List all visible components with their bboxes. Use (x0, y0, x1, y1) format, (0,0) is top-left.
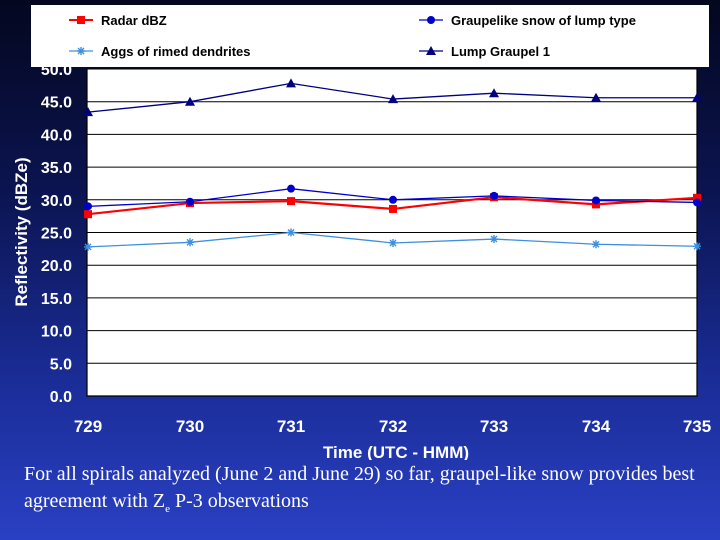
data-point (592, 196, 600, 205)
legend-items: Radar dBZ Graupelike snow of lump type Agg… (69, 13, 636, 59)
y-tick-labels: 0.0 5.0 10.0 15.0 20.0 25.0 30.0 35.0 40.0 45.0 50… (41, 62, 72, 406)
y-tick-label: 35.0 (41, 160, 72, 177)
y-tick-label: 25.0 (41, 226, 72, 243)
x-axis-label: Time (UTC - HMM) (323, 443, 469, 460)
x-tick-label: 735 (683, 417, 711, 436)
legend (31, 5, 709, 67)
data-point (389, 204, 397, 213)
y-tick-label: 50.0 (41, 62, 72, 79)
x-tick-label: 734 (582, 417, 611, 436)
data-point (186, 238, 194, 247)
data-point (83, 107, 93, 117)
data-point (185, 96, 195, 106)
data-point (84, 210, 92, 219)
data-point (287, 197, 295, 206)
x-tick-labels: 729 730 731 732 733 734 735 (74, 417, 711, 436)
x-tick-label: 730 (176, 417, 204, 436)
y-tick-label: 15.0 (41, 291, 72, 308)
data-point (591, 92, 601, 102)
y-tick-label: 5.0 (50, 356, 72, 373)
legend-label: Radar dBZ (101, 13, 167, 28)
y-tick-label: 30.0 (41, 193, 72, 210)
data-point (692, 92, 702, 102)
legend-label: Lump Graupel 1 (451, 44, 550, 59)
y-tick-label: 0.0 (50, 389, 72, 406)
data-point (490, 191, 498, 200)
y-tick-label: 45.0 (41, 95, 72, 112)
x-tick-label: 732 (379, 417, 407, 436)
axes-frame (86, 69, 698, 397)
x-tick-label: 733 (480, 417, 508, 436)
caption-text-end: P-3 observations (169, 490, 309, 512)
legend-label: Aggs of rimed dendrites (101, 44, 251, 59)
x-tick-label: 729 (74, 417, 102, 436)
series-markers (83, 78, 702, 251)
y-axis-label: Reflectivity (dBZe) (12, 157, 31, 306)
legend-marker (426, 46, 436, 55)
data-point (287, 184, 295, 193)
data-point (693, 242, 701, 251)
data-point (286, 78, 296, 88)
reflectivity-chart: Radar dBZ Graupelike snow of lump type Agg… (12, 5, 711, 460)
caption: For all spirals analyzed (June 2 and Jun… (24, 461, 704, 523)
data-point (287, 228, 295, 237)
y-tick-label: 40.0 (41, 127, 72, 144)
y-tick-label: 20.0 (41, 258, 72, 275)
legend-label: Graupelike snow of lump type (451, 13, 636, 28)
y-tick-label: 10.0 (41, 324, 72, 341)
data-point (84, 242, 92, 251)
data-point (693, 198, 701, 207)
data-point (186, 197, 194, 206)
data-point (389, 238, 397, 247)
caption-text: For all spirals analyzed (June 2 and Jun… (24, 463, 695, 512)
legend-marker (427, 16, 435, 24)
data-point (84, 202, 92, 211)
data-point (489, 88, 499, 98)
data-point (388, 94, 398, 104)
data-point (592, 240, 600, 249)
legend-marker (77, 16, 85, 24)
data-point (389, 195, 397, 204)
data-point (490, 235, 498, 244)
data-point (693, 193, 701, 202)
x-tick-label: 731 (277, 417, 305, 436)
caption-subscript: e (165, 503, 170, 515)
legend-marker (77, 47, 85, 55)
